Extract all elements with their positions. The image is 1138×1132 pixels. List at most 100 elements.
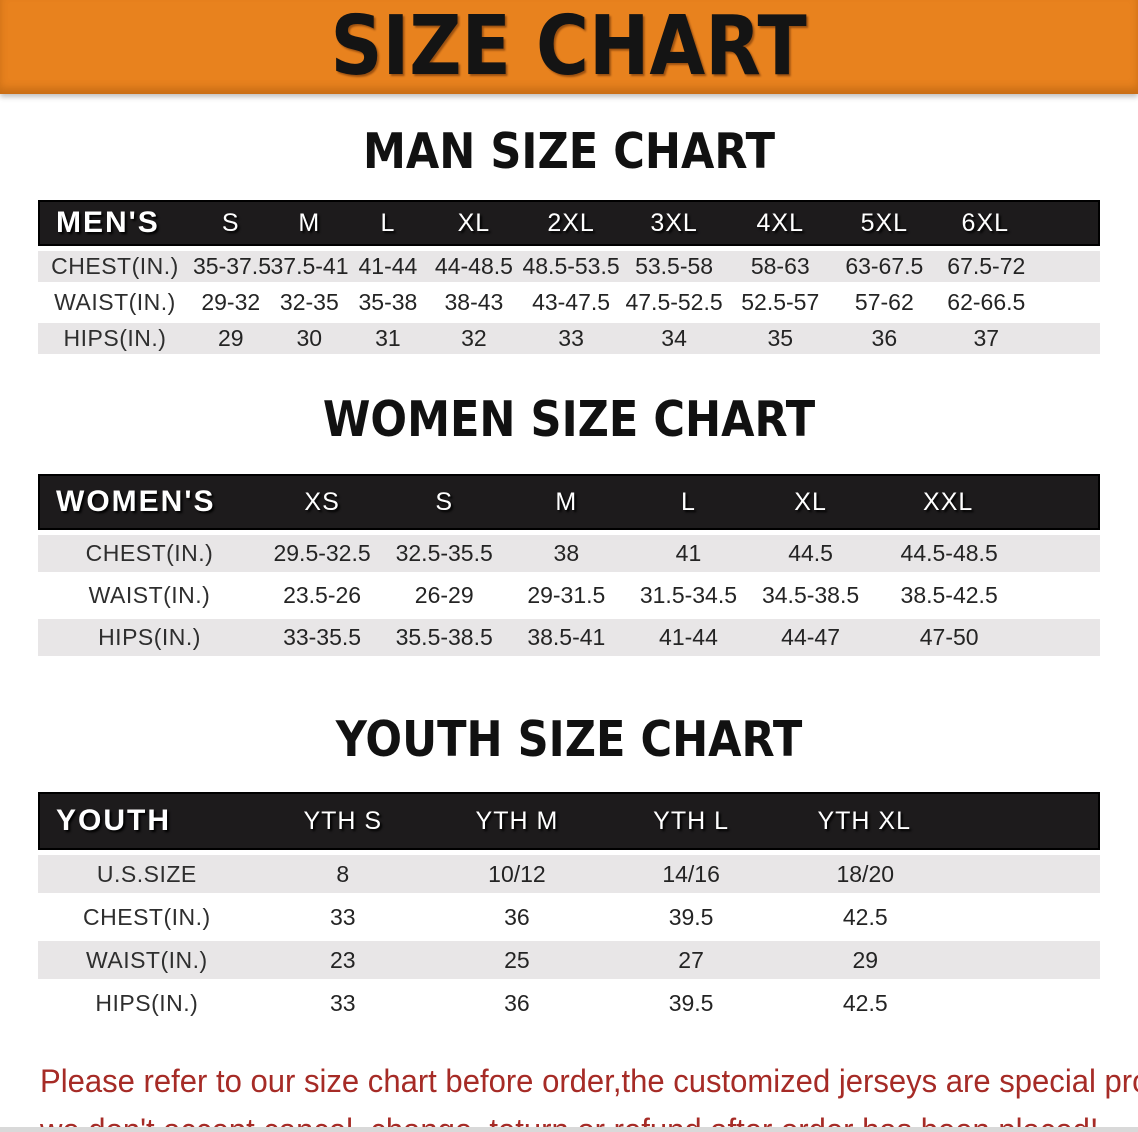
value-cell: 8 — [255, 855, 430, 893]
disclaimer-line-1: Please refer to our size chart before or… — [40, 1063, 1138, 1099]
row-label-cell: CHEST(IN.) — [38, 898, 256, 936]
women-size-table: WOMEN'S XS S M L XL XXL CHEST(IN.) 29.5-32.5 32.5… — [38, 469, 1100, 661]
size-header-cell: 4XL — [727, 200, 834, 246]
women-table-wrap: WOMEN'S XS S M L XL XXL CHEST(IN.) 29.5-32.5 32.5… — [38, 469, 1100, 661]
table-title-cell: WOMEN'S — [38, 474, 262, 530]
table-row: HIPS(IN.) 33-35.5 35.5-38.5 38.5-41 41-44 44-… — [38, 619, 1100, 656]
row-label-cell: CHEST(IN.) — [38, 535, 262, 572]
header-row: YOUTH YTH S YTH M YTH L YTH XL — [38, 792, 1100, 850]
value-cell: 37.5-41 — [269, 251, 350, 282]
value-cell: 38 — [505, 535, 628, 572]
value-cell: 35-38 — [349, 287, 427, 318]
value-cell: 43-47.5 — [521, 287, 621, 318]
youth-table-wrap: YOUTH YTH S YTH M YTH L YTH XL U.S.SIZE 8 10/12… — [38, 787, 1100, 1027]
value-cell: 62-66.5 — [935, 287, 1100, 318]
value-cell: 42.5 — [778, 898, 1100, 936]
value-cell: 53.5-58 — [620, 251, 728, 282]
value-cell: 25 — [429, 941, 605, 979]
value-cell: 34 — [620, 323, 728, 354]
value-cell: 57-62 — [833, 287, 936, 318]
value-cell: 33 — [255, 984, 430, 1022]
size-header-cell: S — [191, 200, 270, 246]
table-row: CHEST(IN.) 33 36 39.5 42.5 — [38, 898, 1100, 936]
row-label-cell: WAIST(IN.) — [38, 577, 262, 614]
value-cell: 52.5-57 — [727, 287, 834, 318]
value-cell: 44-47 — [749, 619, 872, 656]
value-cell: 47-50 — [871, 619, 1100, 656]
value-cell: 44.5 — [749, 535, 872, 572]
size-header-cell: 5XL — [833, 200, 936, 246]
value-cell: 33 — [521, 323, 621, 354]
size-header-cell: YTH S — [255, 792, 430, 850]
value-cell: 35-37.5 — [191, 251, 270, 282]
value-cell: 32-35 — [269, 287, 350, 318]
table-row: WAIST(IN.) 23.5-26 26-29 29-31.5 31.5-34.5 34… — [38, 577, 1100, 614]
table-row: U.S.SIZE 8 10/12 14/16 18/20 — [38, 855, 1100, 893]
value-cell: 32 — [426, 323, 522, 354]
value-cell: 41 — [627, 535, 750, 572]
table-row: CHEST(IN.) 29.5-32.5 32.5-35.5 38 41 44.5 44.5… — [38, 535, 1100, 572]
value-cell: 36 — [429, 984, 605, 1022]
value-cell: 35 — [727, 323, 834, 354]
value-cell: 18/20 — [778, 855, 1100, 893]
size-header-cell: 2XL — [521, 200, 621, 246]
value-cell: 26-29 — [383, 577, 506, 614]
order-disclaimer-note: Please refer to our size chart before or… — [40, 1057, 1138, 1132]
value-cell: 38-43 — [426, 287, 522, 318]
table-row: CHEST(IN.) 35-37.5 37.5-41 41-44 44-48.5 48.5… — [38, 251, 1100, 282]
value-cell: 41-44 — [627, 619, 750, 656]
value-cell: 10/12 — [429, 855, 605, 893]
table-title-cell: YOUTH — [38, 792, 256, 850]
table-row: HIPS(IN.) 33 36 39.5 42.5 — [38, 984, 1100, 1022]
value-cell: 33 — [255, 898, 430, 936]
value-cell: 29-32 — [191, 287, 270, 318]
size-header-cell: YTH L — [604, 792, 779, 850]
size-header-cell: L — [349, 200, 427, 246]
row-label-cell: HIPS(IN.) — [38, 619, 262, 656]
size-header-cell: XXL — [871, 474, 1100, 530]
value-cell: 44-48.5 — [426, 251, 522, 282]
value-cell: 37 — [935, 323, 1100, 354]
size-header-cell: M — [505, 474, 628, 530]
size-header-cell: XS — [261, 474, 384, 530]
row-label-cell: WAIST(IN.) — [38, 287, 192, 318]
youth-section-heading: YOUTH SIZE CHART — [335, 711, 803, 768]
women-section-heading: WOMEN SIZE CHART — [322, 391, 816, 448]
value-cell: 31.5-34.5 — [627, 577, 750, 614]
value-cell: 36 — [833, 323, 936, 354]
size-header-cell: YTH XL — [778, 792, 1100, 850]
size-header-cell: XL — [426, 200, 522, 246]
table-row: WAIST(IN.) 23 25 27 29 — [38, 941, 1100, 979]
value-cell: 32.5-35.5 — [383, 535, 506, 572]
value-cell: 58-63 — [727, 251, 834, 282]
size-header-cell: 3XL — [620, 200, 728, 246]
row-label-cell: HIPS(IN.) — [38, 984, 256, 1022]
size-header-cell: YTH M — [429, 792, 605, 850]
value-cell: 30 — [269, 323, 350, 354]
header-row: MEN'S S M L XL 2XL 3XL 4XL 5XL 6XL — [38, 200, 1100, 246]
value-cell: 39.5 — [604, 984, 779, 1022]
value-cell: 35.5-38.5 — [383, 619, 506, 656]
size-header-cell: S — [383, 474, 506, 530]
value-cell: 23 — [255, 941, 430, 979]
value-cell: 41-44 — [349, 251, 427, 282]
value-cell: 29 — [778, 941, 1100, 979]
size-header-cell: 6XL — [935, 200, 1100, 246]
value-cell: 42.5 — [778, 984, 1100, 1022]
value-cell: 31 — [349, 323, 427, 354]
value-cell: 36 — [429, 898, 605, 936]
row-label-cell: HIPS(IN.) — [38, 323, 192, 354]
value-cell: 44.5-48.5 — [871, 535, 1100, 572]
header-row: WOMEN'S XS S M L XL XXL — [38, 474, 1100, 530]
value-cell: 29-31.5 — [505, 577, 628, 614]
bottom-edge-strip — [0, 1127, 1138, 1132]
value-cell: 47.5-52.5 — [620, 287, 728, 318]
banner: SIZE CHART — [0, 0, 1138, 94]
man-section-heading: MAN SIZE CHART — [362, 123, 776, 180]
value-cell: 34.5-38.5 — [749, 577, 872, 614]
value-cell: 48.5-53.5 — [521, 251, 621, 282]
value-cell: 33-35.5 — [261, 619, 384, 656]
value-cell: 38.5-41 — [505, 619, 628, 656]
row-label-cell: WAIST(IN.) — [38, 941, 256, 979]
